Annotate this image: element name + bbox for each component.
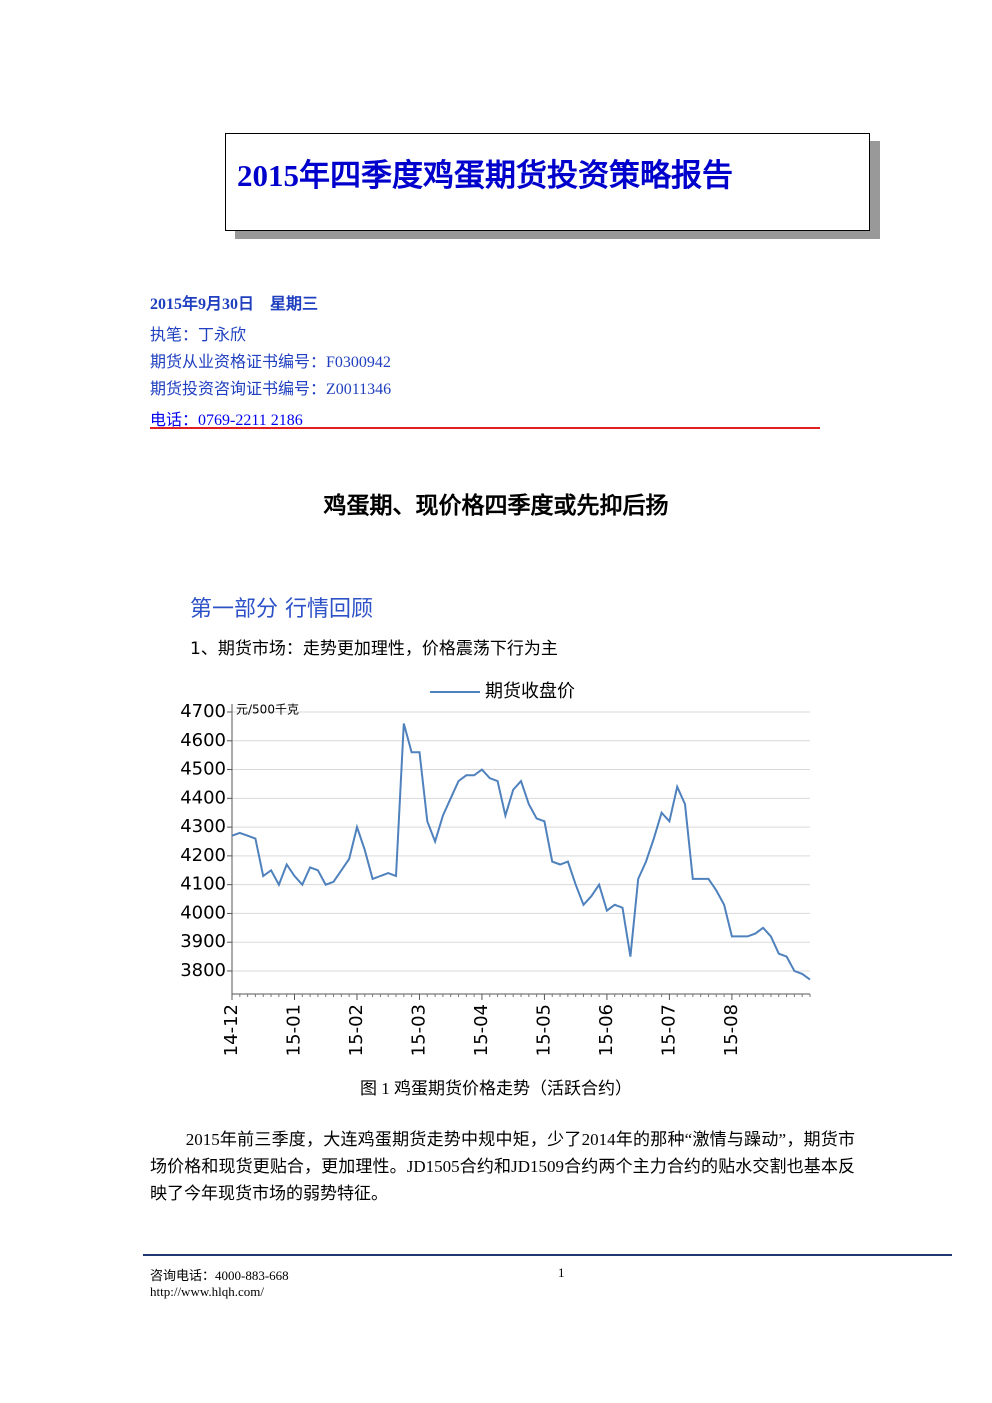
y-tick-label: 4200 bbox=[180, 845, 226, 866]
y-unit-label: 元/500千克 bbox=[236, 703, 299, 717]
x-tick-label: 15-08 bbox=[721, 1004, 742, 1056]
y-tick-label: 3900 bbox=[180, 931, 226, 952]
divider bbox=[150, 427, 820, 429]
footer-phone: 咨询电话：4000-883-668 bbox=[150, 1268, 289, 1283]
footer-line bbox=[143, 1254, 952, 1256]
qualification: 期货从业资格证书编号：F0300942 bbox=[150, 354, 391, 371]
headline: 鸡蛋期、现价格四季度或先抑后扬 bbox=[323, 493, 669, 519]
section-heading: 第一部分 行情回顾 bbox=[190, 597, 373, 622]
x-tick-label: 15-02 bbox=[346, 1004, 367, 1056]
x-tick-label: 15-04 bbox=[471, 1004, 492, 1056]
x-tick-label: 15-06 bbox=[596, 1004, 617, 1056]
chart: 3800 3900 4000 4100 4200 4300 4400 4500 4600 4700… bbox=[180, 681, 811, 1056]
y-tick-label: 4500 bbox=[180, 759, 226, 780]
y-tick-label: 4300 bbox=[180, 816, 226, 837]
y-tick-label: 4400 bbox=[180, 787, 226, 808]
consulting: 期货投资咨询证书编号：Z0011346 bbox=[150, 381, 392, 398]
title: 2015年四季度鸡蛋期货投资策略报告 bbox=[237, 158, 733, 193]
x-tick-label: 15-01 bbox=[283, 1004, 304, 1056]
y-tick-label: 3800 bbox=[180, 960, 226, 981]
series-line bbox=[231, 723, 811, 981]
page-number: 1 bbox=[558, 1265, 565, 1280]
footer-url: http://www.hlqh.com/ bbox=[150, 1284, 264, 1299]
x-tick-label: 14-12 bbox=[221, 1004, 242, 1056]
x-tick-label: 15-05 bbox=[533, 1004, 554, 1056]
paragraph: 2015年前三季度，大连鸡蛋期货走势中规中矩，少了2014年的那种“激情与躁动”… bbox=[150, 1130, 855, 1203]
author: 执笔：丁永欣 bbox=[150, 327, 247, 344]
date: 2015年9月30日 星期三 bbox=[150, 296, 319, 313]
y-tick-label: 4600 bbox=[180, 730, 226, 751]
title-box bbox=[225, 133, 870, 231]
y-tick-label: 4100 bbox=[180, 874, 226, 895]
y-tick-label: 4000 bbox=[180, 902, 226, 923]
subsection-heading: 1、期货市场：走势更加理性，价格震荡下行为主 bbox=[190, 639, 558, 659]
x-tick-label: 15-03 bbox=[408, 1004, 429, 1056]
legend-label: 期货收盘价 bbox=[485, 681, 575, 702]
caption: 图 1 鸡蛋期货价格走势（活跃合约） bbox=[360, 1079, 632, 1098]
phone: 电话：0769-2211 2186 bbox=[150, 412, 303, 429]
x-tick-label: 15-07 bbox=[658, 1004, 679, 1056]
y-tick-label: 4700 bbox=[180, 701, 226, 722]
